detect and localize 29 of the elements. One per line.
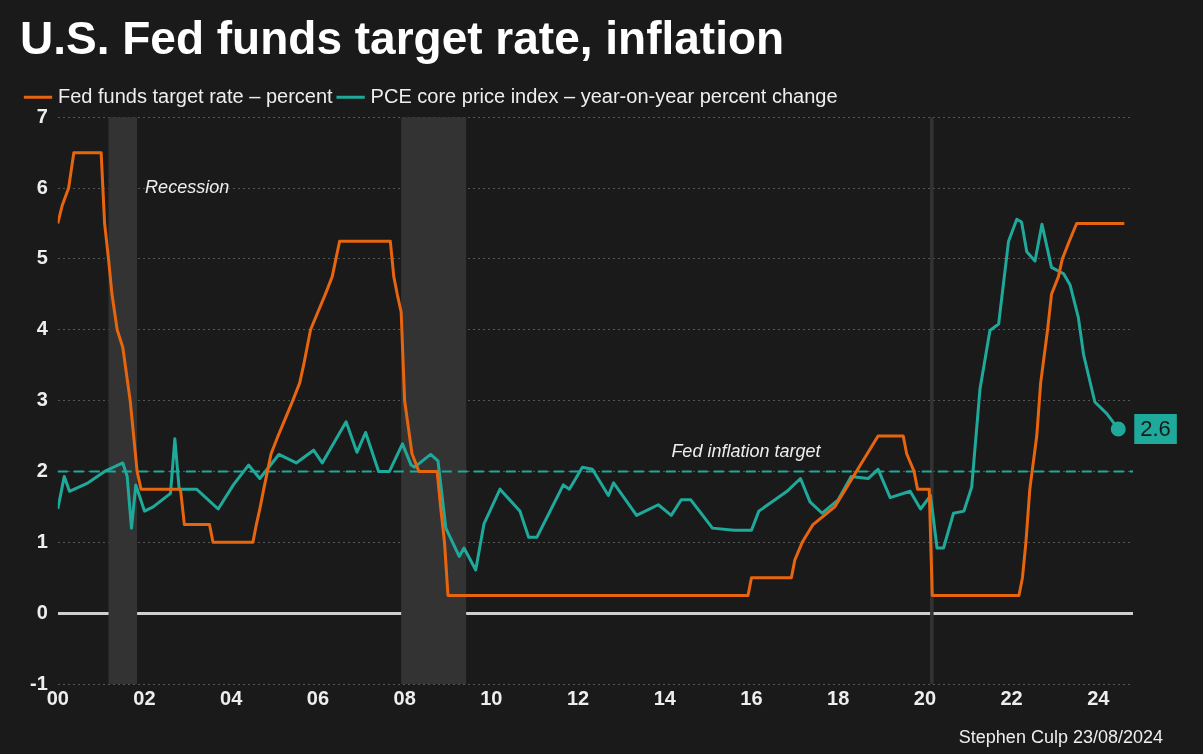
x-tick-label: 06 bbox=[306, 686, 330, 709]
y-tick-label: 4 bbox=[36, 317, 49, 340]
y-tick-label: 2 bbox=[36, 458, 48, 481]
x-tick-label: 12 bbox=[566, 686, 590, 709]
band-label: Recession bbox=[145, 177, 230, 198]
chart-title: U.S. Fed funds target rate, inflation bbox=[20, 12, 785, 65]
y-tick-label: 0 bbox=[36, 600, 48, 623]
ref-line-label: Fed inflation target bbox=[671, 441, 822, 462]
x-tick-label: 18 bbox=[827, 686, 850, 709]
x-tick-label: 08 bbox=[393, 686, 416, 709]
x-tick-label: 10 bbox=[480, 686, 503, 709]
x-tick-label: 04 bbox=[220, 686, 244, 709]
y-tick-label: 3 bbox=[36, 388, 48, 411]
legend-label: Fed funds target rate – percent bbox=[58, 84, 334, 107]
x-tick-label: 20 bbox=[913, 686, 937, 709]
x-tick-label: 14 bbox=[653, 686, 677, 709]
x-tick-label: 00 bbox=[46, 686, 69, 709]
y-tick-label: 1 bbox=[36, 529, 48, 552]
x-tick-label: 02 bbox=[133, 686, 156, 709]
text: Stephen Culp 23/08/2024 bbox=[958, 727, 1163, 748]
x-tick-label: 16 bbox=[740, 686, 763, 709]
legend-label: PCE core price index – year-on-year percent change bbox=[370, 84, 838, 107]
data-label: 2.6 bbox=[1140, 416, 1171, 441]
x-tick-label: 22 bbox=[1000, 686, 1023, 709]
y-tick-label: 6 bbox=[36, 175, 48, 198]
x-tick-label: 24 bbox=[1087, 686, 1111, 709]
y-tick-label: -1 bbox=[29, 671, 48, 694]
y-tick-label: 7 bbox=[36, 104, 48, 127]
y-tick-label: 5 bbox=[36, 246, 48, 269]
